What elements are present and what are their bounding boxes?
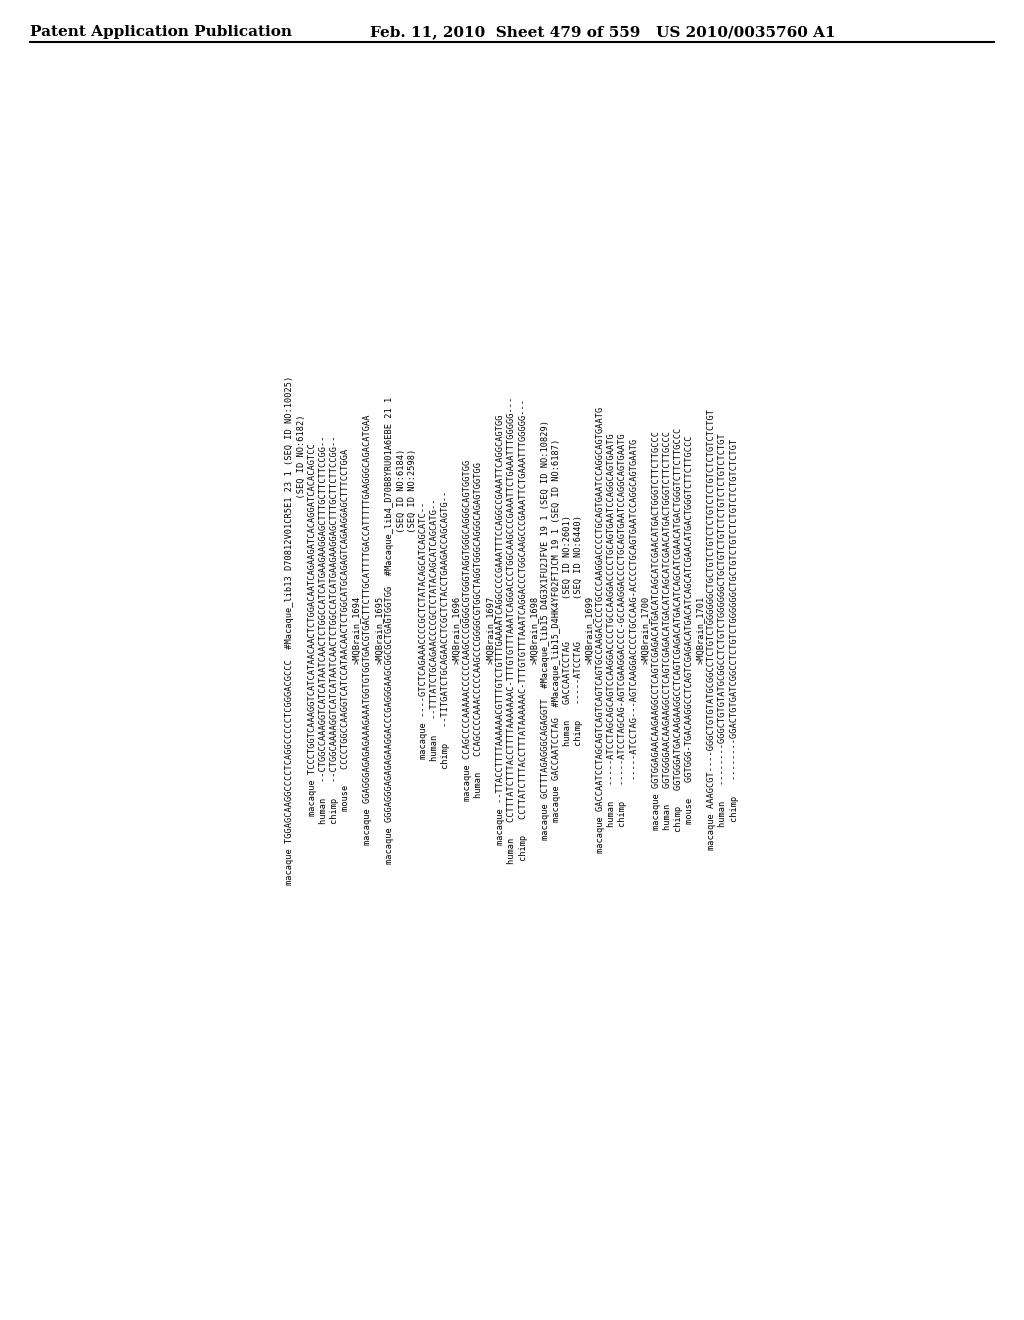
Text: Patent Application Publication: Patent Application Publication <box>30 25 292 40</box>
Text: Feb. 11, 2010  Sheet 479 of 559   US 2010/0035760 A1: Feb. 11, 2010 Sheet 479 of 559 US 2010/0… <box>370 25 836 40</box>
Text: macaque TGGAGCAAGGCCCCTCAGGCCCCCTCGGGACGCCC  #Macaque_lib13 D70812V01CR5E1 23 1 : macaque TGGAGCAAGGCCCCTCAGGCCCCCTCGGGACG… <box>286 375 738 884</box>
